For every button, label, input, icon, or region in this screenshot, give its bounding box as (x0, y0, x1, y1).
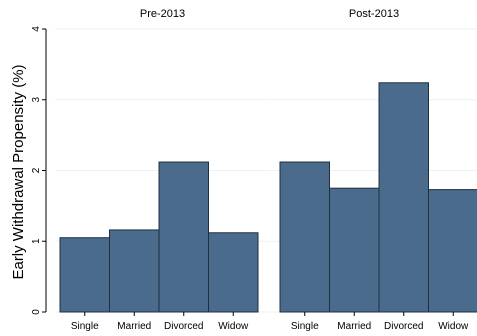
x-tick-label: Married (337, 321, 371, 332)
y-tick-label: 1 (31, 238, 42, 244)
bar-widow (208, 232, 259, 313)
x-tick-label: Divorced (164, 321, 203, 332)
x-tick-label: Widow (438, 321, 469, 332)
panel-title: Pre-2013 (140, 8, 185, 20)
bar-widow (428, 189, 477, 313)
bar-single (59, 237, 110, 313)
panel-2: Post-2013 Single Married Divorced Widow (271, 8, 477, 332)
y-tick-label: 2 (31, 167, 42, 173)
bar-married (329, 187, 380, 313)
y-axis-title: Early Withdrawal Propensity (%) (10, 64, 27, 279)
x-tick-label: Widow (218, 321, 249, 332)
bar-divorced (378, 82, 429, 313)
bar-divorced (158, 161, 209, 313)
bar-married (109, 229, 160, 313)
panel-title: Post-2013 (349, 8, 399, 20)
y-tick-label: 3 (31, 97, 42, 103)
y-tick-label: 0 (31, 309, 42, 315)
y-tick-label: 4 (31, 26, 42, 32)
bar-single (279, 161, 330, 313)
x-tick-label: Divorced (384, 321, 423, 332)
x-tick-label: Married (117, 321, 151, 332)
y-axis: 0 1 2 3 4 (31, 26, 47, 315)
x-tick-label: Single (291, 321, 319, 332)
x-tick-label: Single (71, 321, 99, 332)
panel-1: Pre-2013 Single Married Divorced Widow (55, 8, 270, 332)
